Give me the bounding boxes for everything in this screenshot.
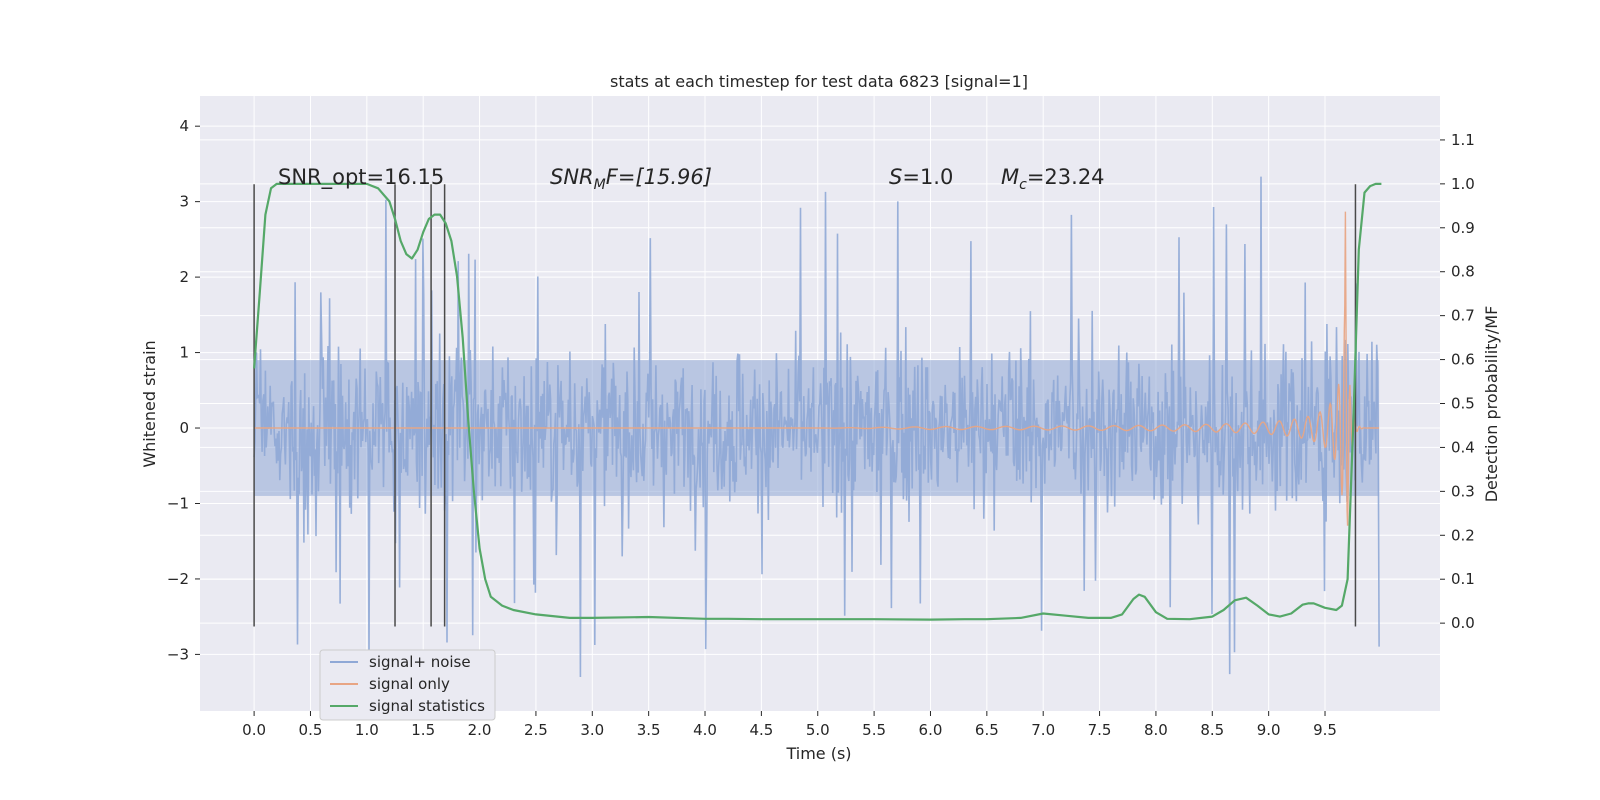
x-tick-label: 8.0	[1144, 721, 1168, 739]
y-tick-label: −1	[167, 494, 189, 512]
annotation-mc: Mc=23.24	[1001, 165, 1105, 193]
y-tick-label: 3	[179, 193, 189, 211]
annotation-snr-mf-sub: M	[594, 177, 606, 193]
annotation-s-base: S	[889, 165, 902, 189]
stats-line	[253, 182, 1382, 621]
y-tick-label: −2	[167, 570, 189, 588]
legend: signal+ noise signal only signal statist…	[319, 649, 496, 721]
y2-tick-label: 0.8	[1451, 263, 1475, 281]
y2-tick-label: 0.6	[1451, 351, 1475, 369]
x-tick-label: 9.5	[1313, 721, 1337, 739]
y2-tick-label: 0.0	[1451, 614, 1475, 632]
y-tick-label: 1	[179, 344, 189, 362]
x-axis-ticks: 0.0 0.5 1.0 1.5 2.0 2.5 3.0 3.5 4.0 4.5 5.0 5.5 6.0 6…	[242, 711, 1337, 739]
y2-tick-label: 0.7	[1451, 307, 1475, 325]
y2-tick-label: 0.5	[1451, 395, 1475, 413]
annotation-snr-mf: SNRMF=[15.96]	[550, 165, 712, 193]
y2-tick-label: 1.1	[1451, 131, 1475, 149]
x-axis-label: Time (s)	[785, 744, 851, 763]
y2-tick-label: 0.4	[1451, 438, 1475, 456]
annotation-mc-tail: =23.24	[1027, 165, 1105, 189]
x-tick-label: 1.0	[355, 721, 379, 739]
legend-label-stats: signal statistics	[369, 697, 485, 715]
annotation-snr-opt: SNR_opt=16.15	[278, 165, 444, 190]
annotation-snr-mf-tail: F=[15.96]	[606, 165, 712, 189]
y2-tick-label: 0.9	[1451, 219, 1475, 237]
y-axis-label: Whitened strain	[140, 340, 159, 467]
x-tick-label: 6.0	[919, 721, 943, 739]
legend-label-noise: signal+ noise	[369, 653, 471, 671]
legend-label-signal: signal only	[369, 675, 450, 693]
y2-axis-label: Detection probability/MF	[1482, 306, 1501, 503]
annotation-mc-sub: c	[1019, 177, 1027, 193]
y2-axis-ticks: 1.1 1.0 0.9 0.8 0.7 0.6 0.5 0.4 0.3 0.2 0.1 0.0	[1440, 131, 1475, 632]
legend-box	[319, 649, 496, 721]
x-tick-label: 2.0	[468, 721, 492, 739]
x-tick-label: 0.0	[242, 721, 266, 739]
vertical-markers	[253, 184, 1357, 627]
y2-tick-label: 0.2	[1451, 526, 1475, 544]
y-tick-label: −3	[167, 645, 189, 663]
x-tick-label: 7.5	[1088, 721, 1112, 739]
chart-title: stats at each timestep for test data 682…	[610, 72, 1028, 91]
y-tick-label: 4	[179, 117, 189, 135]
x-tick-label: 3.0	[580, 721, 604, 739]
signal-line	[254, 211, 1380, 526]
x-tick-label: 5.0	[806, 721, 830, 739]
x-tick-label: 9.0	[1257, 721, 1281, 739]
x-tick-label: 4.5	[749, 721, 773, 739]
y-tick-label: 0	[179, 419, 189, 437]
signal-series	[254, 211, 1380, 526]
x-tick-label: 5.5	[862, 721, 886, 739]
annotation-s: S=1.0	[889, 165, 953, 189]
x-tick-label: 1.5	[411, 721, 435, 739]
x-tick-label: 6.5	[975, 721, 999, 739]
annotation-mc-base: M	[1001, 165, 1019, 189]
y-tick-label: 2	[179, 268, 189, 286]
y2-tick-label: 0.3	[1451, 482, 1475, 500]
stats-series	[253, 182, 1382, 621]
x-tick-label: 2.5	[524, 721, 548, 739]
x-tick-label: 4.0	[693, 721, 717, 739]
y-axis-ticks: 4 3 2 1 0 −1 −2 −3	[167, 117, 200, 663]
annotation-s-tail: =1.0	[902, 165, 953, 189]
x-tick-label: 7.0	[1031, 721, 1055, 739]
y2-tick-label: 1.0	[1451, 175, 1475, 193]
y2-tick-label: 0.1	[1451, 570, 1475, 588]
x-tick-label: 0.5	[299, 721, 323, 739]
annotation-snr-mf-base: SNR	[550, 165, 594, 189]
x-tick-label: 8.5	[1200, 721, 1224, 739]
x-tick-label: 3.5	[637, 721, 661, 739]
